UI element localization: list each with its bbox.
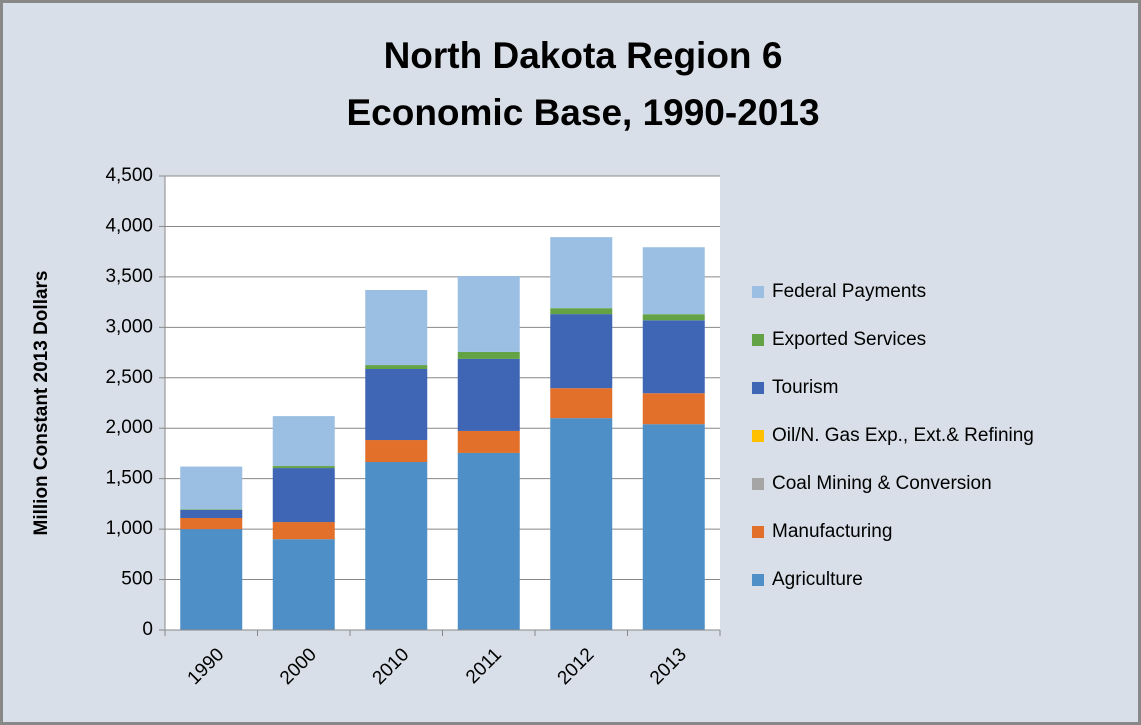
y-tick-label: 4,500 [105, 165, 153, 186]
y-tick-label: 0 [142, 619, 153, 640]
bar-segment [365, 290, 428, 366]
bar-segment [272, 416, 335, 467]
bar-segment [457, 275, 520, 352]
bar-segment [457, 358, 520, 431]
legend-swatch [752, 286, 764, 298]
bar-segment [457, 452, 520, 630]
bar-segment [642, 424, 705, 630]
legend-label: Tourism [772, 377, 839, 398]
bar-segment [180, 509, 243, 519]
y-tick-label: 500 [121, 569, 153, 590]
bar-segment [550, 308, 613, 315]
chart-title: Economic Base, 1990-2013 [346, 92, 819, 133]
bar-segment [272, 539, 335, 630]
legend-label: Oil/N. Gas Exp., Ext.& Refining [772, 425, 1034, 446]
bar-segment [180, 509, 243, 510]
legend-label: Manufacturing [772, 521, 892, 542]
legend-swatch [752, 478, 764, 490]
legend-swatch [752, 574, 764, 586]
bar-segment [272, 466, 335, 469]
y-tick-label: 4,000 [105, 215, 153, 236]
bar-segment [180, 529, 243, 630]
legend-label: Exported Services [772, 329, 926, 350]
y-tick-label: 2,500 [105, 367, 153, 388]
legend-label: Agriculture [772, 569, 863, 590]
bar-segment [457, 351, 520, 359]
y-tick-label: 3,500 [105, 266, 153, 287]
bar-segment [272, 468, 335, 523]
y-tick-label: 2,000 [105, 417, 153, 438]
bar-segment [365, 369, 428, 441]
bar-segment [180, 466, 243, 510]
plot-area [165, 176, 720, 630]
bar-segment [180, 518, 243, 530]
bar-segment [365, 365, 428, 370]
bar-segment [642, 247, 705, 315]
y-tick-label: 3,000 [105, 316, 153, 337]
legend-swatch [752, 382, 764, 394]
bar-segment [642, 393, 705, 425]
y-tick-label: 1,000 [105, 518, 153, 539]
bar-segment [642, 314, 705, 321]
legend-label: Coal Mining & Conversion [772, 473, 992, 494]
bar-segment [365, 462, 428, 630]
chart-title: North Dakota Region 6 [384, 35, 783, 76]
bar-segment [550, 388, 613, 419]
bar-segment [365, 440, 428, 463]
bar-segment [457, 430, 520, 453]
y-axis-label: Million Constant 2013 Dollars [31, 271, 52, 536]
legend-swatch [752, 430, 764, 442]
bar-segment [642, 320, 705, 394]
bar-segment [550, 418, 613, 630]
y-tick-label: 1,500 [105, 468, 153, 489]
legend-label: Federal Payments [772, 281, 926, 302]
legend-swatch [752, 526, 764, 538]
bar-segment [272, 522, 335, 540]
legend-swatch [752, 334, 764, 346]
bar-segment [550, 237, 613, 309]
bar-segment [550, 314, 613, 389]
